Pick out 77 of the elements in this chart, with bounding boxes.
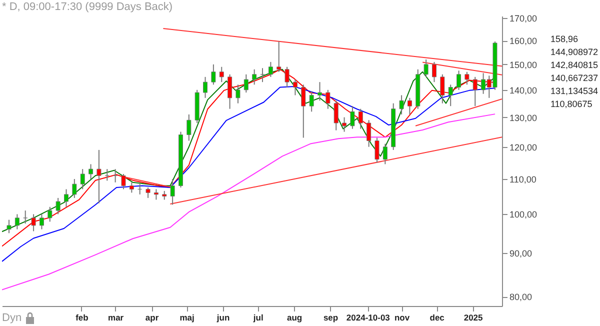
x-tick-label: jul xyxy=(252,312,264,322)
candlestick xyxy=(472,76,478,107)
candlestick xyxy=(350,106,355,130)
text: 158,96 xyxy=(550,34,579,44)
y-tick-label: 150,00 xyxy=(510,60,538,70)
candlestick xyxy=(440,74,445,104)
candlestick xyxy=(292,78,298,96)
x-tick-label: maj xyxy=(180,312,194,322)
candlestick xyxy=(456,70,462,90)
candlestick xyxy=(432,61,436,83)
candlestick xyxy=(146,186,150,198)
candlestick xyxy=(309,90,314,112)
y-tick-label: 120,00 xyxy=(510,142,538,152)
candlestick xyxy=(129,182,134,194)
candlestick xyxy=(154,188,158,200)
candlestick xyxy=(228,74,232,110)
x-tick-label: nov xyxy=(394,312,410,322)
x-tick-label: sep xyxy=(323,312,338,322)
candlestick xyxy=(318,82,322,102)
candlestick xyxy=(56,197,60,215)
y-tick-label: 80,00 xyxy=(510,292,532,302)
candlestick xyxy=(342,116,347,132)
y-tick-label: 160,00 xyxy=(510,36,538,46)
x-tick-label: apr xyxy=(145,312,160,322)
y-tick-label: 140,00 xyxy=(510,85,538,96)
candlestick xyxy=(399,94,404,115)
candlestick xyxy=(334,100,338,131)
y-tick-label: 130,00 xyxy=(510,112,538,123)
line-series xyxy=(2,114,496,290)
candlestick xyxy=(326,89,330,110)
candlestick xyxy=(301,84,306,138)
candlestick xyxy=(39,214,44,230)
candlestick xyxy=(448,84,453,107)
text: Dyn xyxy=(2,312,22,324)
candlestick xyxy=(244,74,248,94)
candlestick xyxy=(186,114,192,142)
y-tick-label: 110,00 xyxy=(510,174,536,184)
y-tick-label: 100,00 xyxy=(510,210,538,220)
candlestick xyxy=(424,59,428,78)
candlestick xyxy=(72,178,77,198)
candlestick xyxy=(121,173,126,190)
x-tick-label: 2024-10-03 xyxy=(346,312,390,322)
text: 144,908972 xyxy=(550,47,598,57)
candlestick xyxy=(407,97,412,115)
candlestick xyxy=(14,214,20,230)
candlestick xyxy=(268,61,273,78)
x-tick-label: feb xyxy=(76,312,88,322)
candlestick xyxy=(236,84,240,104)
candlestick xyxy=(96,149,102,204)
text: 131,134534 xyxy=(550,86,598,96)
candlestick xyxy=(374,137,380,164)
candlestick xyxy=(464,71,470,86)
x-tick-label: dec xyxy=(430,312,445,322)
x-tick-label: jun xyxy=(216,312,230,322)
candlestick xyxy=(211,64,216,86)
candlestick xyxy=(252,68,257,86)
chart-title: * D, 09:00-17:30 (9999 Days Back) xyxy=(2,1,173,14)
y-tick-label: 170,00 xyxy=(510,14,538,24)
x-tick-label: aug xyxy=(286,312,302,322)
x-tick-label: mar xyxy=(108,312,124,322)
x-tick-label: 2025 xyxy=(464,312,484,322)
candlestick xyxy=(203,76,208,98)
candlestick xyxy=(358,108,363,130)
candlestick xyxy=(6,219,12,234)
text: 140,667237 xyxy=(550,73,598,83)
candlestick xyxy=(366,120,372,148)
text: 142,840815 xyxy=(550,60,598,70)
candlestick xyxy=(48,206,52,222)
y-tick-label: 90,00 xyxy=(510,248,532,259)
candlestick xyxy=(382,143,388,165)
candlestick xyxy=(31,214,36,232)
candlestick xyxy=(88,164,94,180)
candlestick xyxy=(219,66,224,83)
candlestick xyxy=(80,168,85,190)
text: 110,80675 xyxy=(550,99,594,109)
candlestick xyxy=(170,178,175,206)
candlestick xyxy=(64,188,68,208)
